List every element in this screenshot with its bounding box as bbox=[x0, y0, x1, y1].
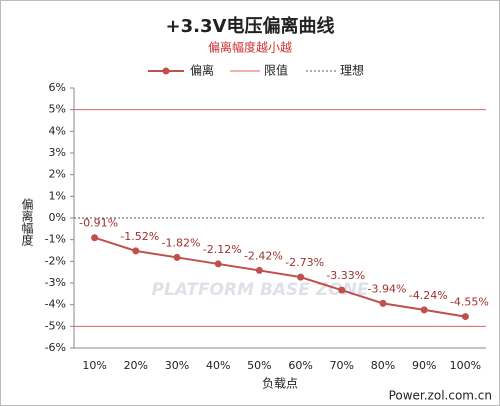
x-tick-label: 20% bbox=[124, 359, 148, 372]
source: Power.zol.com.cn bbox=[389, 389, 492, 403]
legend-label: 理想 bbox=[340, 63, 364, 78]
x-tick-label: 40% bbox=[206, 359, 230, 372]
data-label: -0.91% bbox=[79, 217, 118, 230]
data-point bbox=[214, 260, 222, 268]
data-point bbox=[338, 286, 346, 294]
chart-title: +3.3V电压偏离曲线 bbox=[166, 15, 335, 37]
y-tick-label: 1% bbox=[49, 189, 66, 202]
y-tick-label: 0% bbox=[49, 211, 66, 224]
x-tick-label: 80% bbox=[371, 359, 395, 372]
y-tick-label: 3% bbox=[49, 146, 66, 159]
data-point bbox=[420, 306, 428, 314]
y-tick-label: -3% bbox=[45, 276, 66, 289]
y-tick-label: -5% bbox=[45, 319, 66, 332]
chart-subtitle: 偏离幅度越小越 bbox=[208, 40, 292, 55]
data-point bbox=[173, 253, 181, 261]
data-point bbox=[255, 266, 263, 274]
x-tick-label: 60% bbox=[288, 359, 312, 372]
y-tick-label: -1% bbox=[45, 233, 66, 246]
data-point bbox=[297, 273, 305, 281]
data-label: -1.82% bbox=[162, 236, 201, 249]
x-tick-label: 70% bbox=[330, 359, 354, 372]
data-label: -1.52% bbox=[120, 230, 159, 243]
data-label: -2.73% bbox=[285, 256, 324, 269]
legend-label: 偏离 bbox=[190, 63, 214, 78]
data-label: -4.55% bbox=[450, 296, 489, 309]
x-tick-label: 50% bbox=[247, 359, 271, 372]
y-axis-label: 偏离幅度 bbox=[20, 197, 34, 246]
data-point bbox=[461, 313, 469, 321]
data-point bbox=[132, 247, 140, 255]
legend-marker bbox=[162, 67, 170, 75]
y-tick-label: -4% bbox=[45, 298, 66, 311]
legend-label: 限值 bbox=[264, 63, 288, 78]
x-tick-label: 10% bbox=[82, 359, 106, 372]
y-tick-label: 6% bbox=[49, 81, 66, 94]
x-tick-label: 100% bbox=[450, 359, 481, 372]
data-label: -2.12% bbox=[203, 243, 242, 256]
data-label: -2.42% bbox=[244, 249, 283, 262]
data-label: -3.94% bbox=[368, 282, 407, 295]
data-label: -3.33% bbox=[326, 269, 365, 282]
data-label: -4.24% bbox=[409, 289, 448, 302]
x-tick-label: 90% bbox=[412, 359, 436, 372]
y-tick-label: 2% bbox=[49, 168, 66, 181]
x-tick-label: 30% bbox=[165, 359, 189, 372]
data-point bbox=[91, 234, 99, 242]
watermark: PLATFORM BASE ZONE bbox=[152, 280, 369, 300]
y-tick-label: -2% bbox=[45, 254, 66, 267]
x-axis-label: 负载点 bbox=[262, 377, 298, 391]
series-line bbox=[94, 236, 466, 318]
y-tick-label: 5% bbox=[49, 103, 66, 116]
y-tick-label: -6% bbox=[45, 341, 66, 354]
data-point bbox=[379, 299, 387, 307]
y-tick-label: 4% bbox=[49, 124, 66, 137]
